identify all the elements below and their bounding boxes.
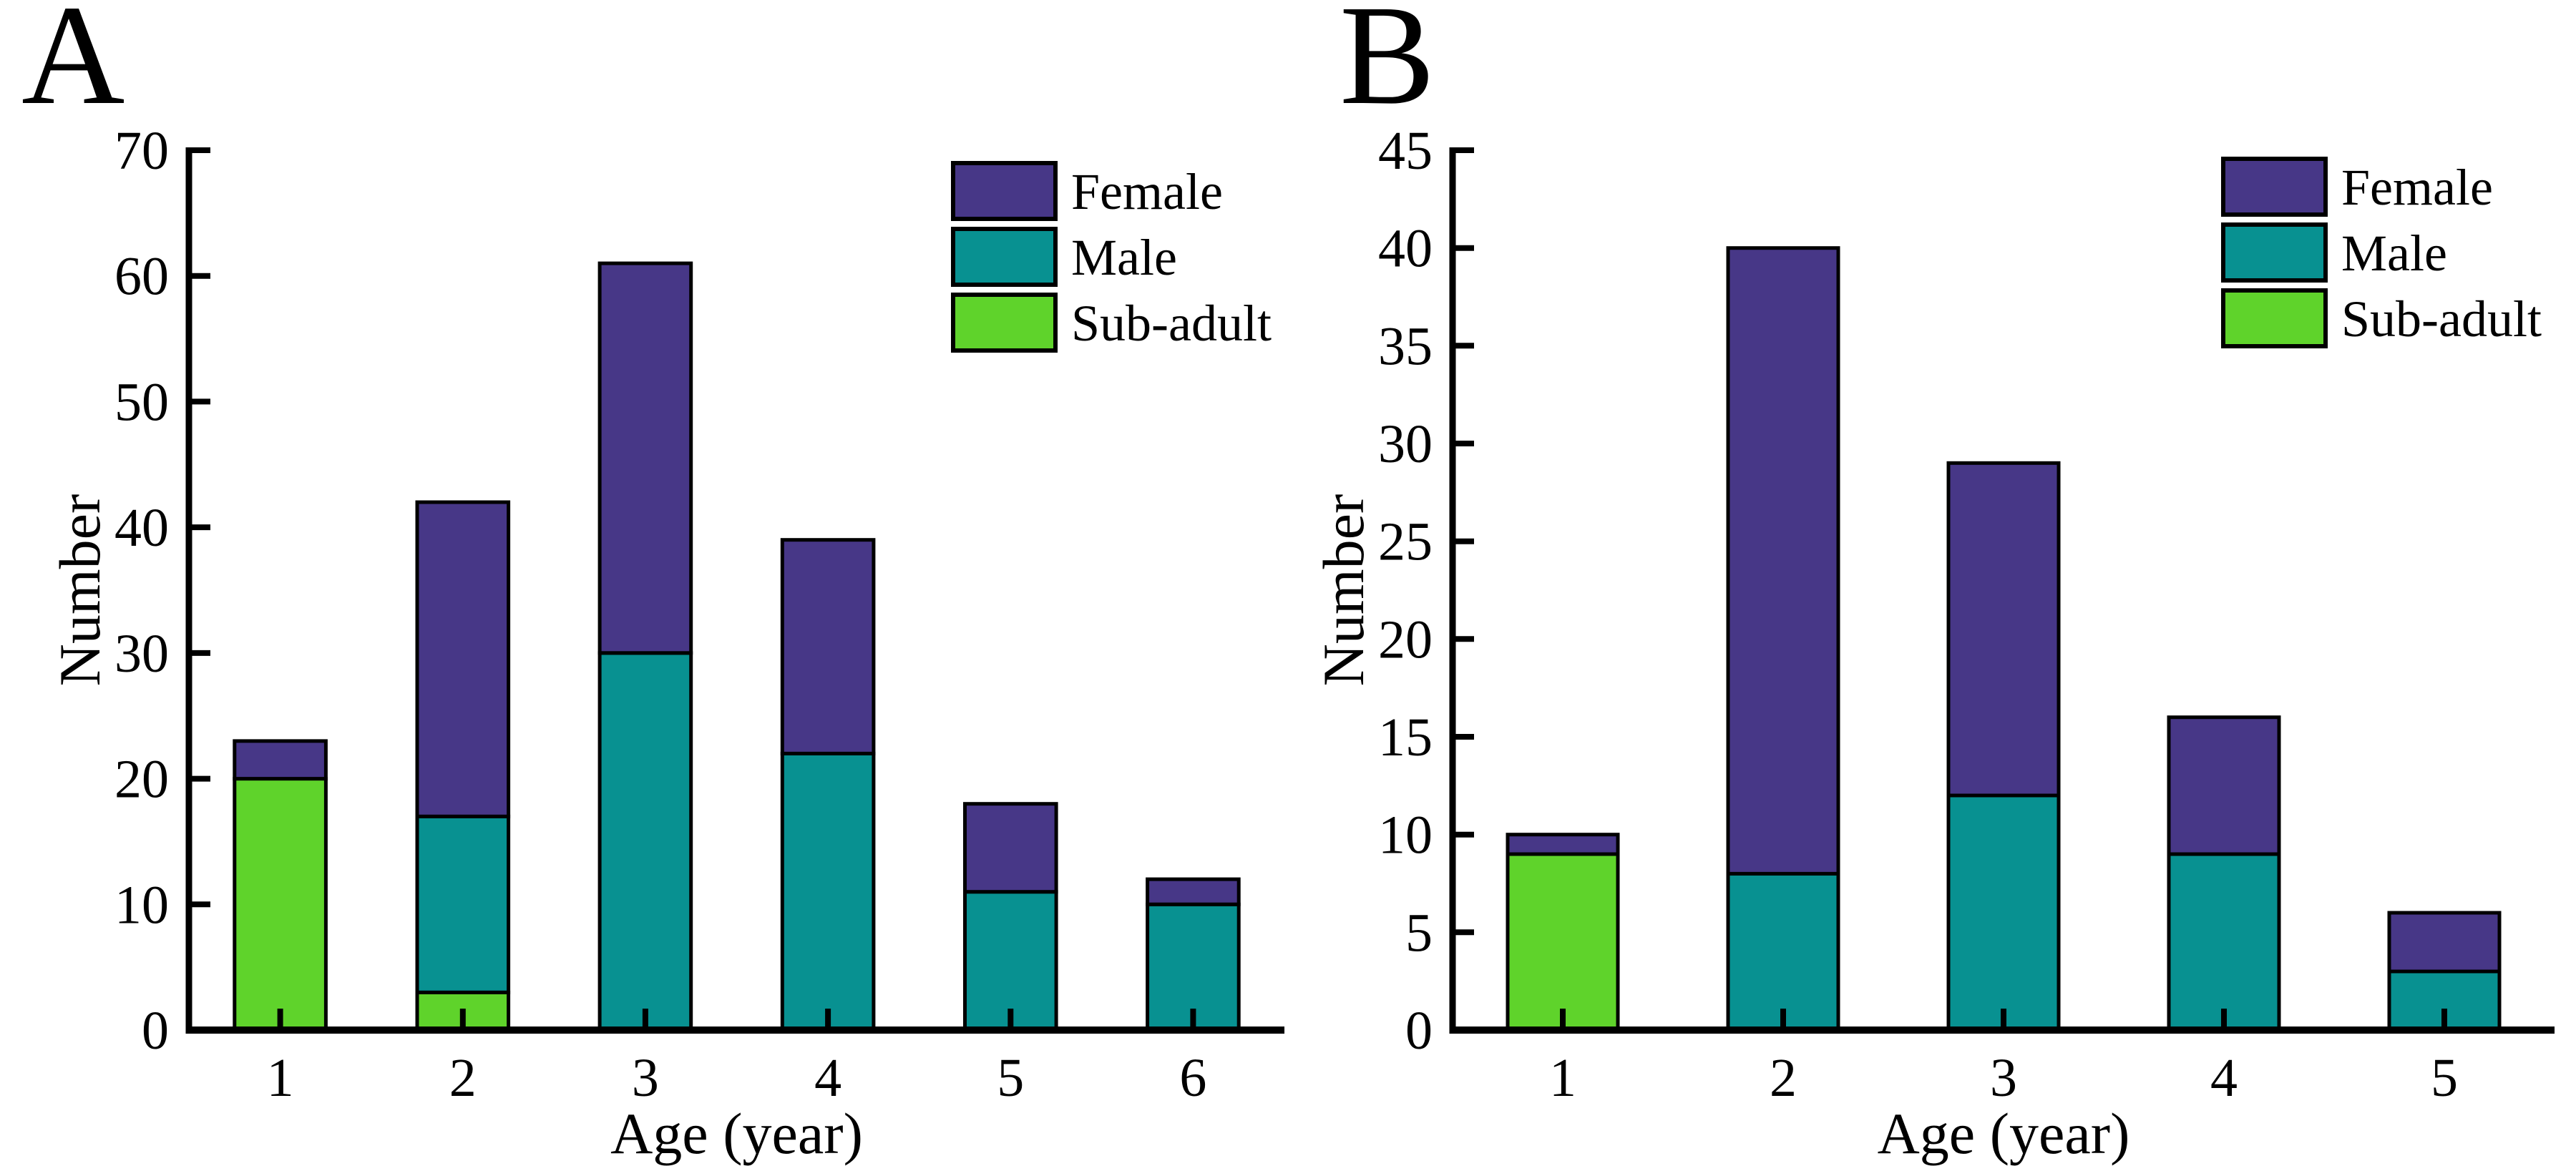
legend-swatch-male xyxy=(951,227,1058,287)
panel-B-label: B xyxy=(1340,0,1435,134)
y-tick-label: 30 xyxy=(1378,414,1433,474)
y-tick-label: 45 xyxy=(1378,121,1433,181)
y-tick-label: 40 xyxy=(1378,219,1433,279)
x-tick-label: 3 xyxy=(632,1048,659,1108)
x-tick-label: 2 xyxy=(1770,1048,1797,1108)
legend-label-male: Male xyxy=(1071,229,1177,286)
y-tick-label: 20 xyxy=(114,750,169,810)
x-tick-label: 6 xyxy=(1179,1048,1206,1108)
bar-age1-sub-adult-segment xyxy=(1506,852,1620,1032)
y-tick-label: 25 xyxy=(1378,512,1433,572)
x-tick-label: 1 xyxy=(1549,1048,1576,1108)
y-tick-label: 10 xyxy=(114,875,169,935)
x-tick-label: 4 xyxy=(2210,1048,2238,1108)
x-axis-title: Age (year) xyxy=(1878,1101,2130,1166)
y-axis-title: Number xyxy=(1311,494,1376,687)
y-tick-label: 60 xyxy=(114,247,169,307)
x-tick-label: 4 xyxy=(814,1048,841,1108)
bar-age3-male-segment xyxy=(1946,793,2061,1032)
y-tick-label: 50 xyxy=(114,372,169,432)
x-tick-label: 2 xyxy=(449,1048,477,1108)
legend-swatch-sub-adult xyxy=(2221,288,2328,348)
bar-age1-sub-adult-segment xyxy=(233,777,328,1032)
bar-age5-female-segment xyxy=(2387,911,2502,974)
panel-A-label: A xyxy=(21,0,125,134)
legend-swatch-male xyxy=(2221,222,2328,283)
bars-group-B xyxy=(1506,246,2502,1032)
y-tick-label: 0 xyxy=(1405,1001,1433,1061)
y-axis-A: 0 10 20 30 40 50 60 70 xyxy=(114,121,210,1061)
y-tick-label: 0 xyxy=(142,1001,169,1061)
bar-age4-female-segment xyxy=(2167,715,2281,856)
y-tick-label: 10 xyxy=(1378,805,1433,866)
panel-B: B 0 5 10 15 20 25 30 35 40 45 1 2 3 4 5 Age (year) Numbe… xyxy=(1288,0,2576,1171)
y-tick-label: 35 xyxy=(1378,316,1433,376)
bar-age3-male-segment xyxy=(597,651,693,1032)
panel-A-chart: 0 10 20 30 40 50 60 70 1 2 3 4 5 6 Age (year) Number Fem… xyxy=(47,121,1284,1166)
y-tick-label: 20 xyxy=(1378,609,1433,670)
bars-group-A xyxy=(233,261,1241,1032)
x-tick-label: 5 xyxy=(2431,1048,2458,1108)
panel-A: A 0 10 20 30 40 50 60 70 1 2 3 4 5 6 Age (year) Number F… xyxy=(21,0,1284,1166)
bar-age1-female-segment xyxy=(233,739,328,781)
y-axis-title: Number xyxy=(47,494,112,687)
bar-age2-female-segment xyxy=(415,500,511,818)
legend-swatch-female xyxy=(951,161,1058,221)
y-tick-label: 40 xyxy=(114,498,169,558)
bar-age6-female-segment xyxy=(1146,877,1241,906)
x-axis-B: 1 2 3 4 5 xyxy=(1449,1009,2555,1108)
bar-age1-female-segment xyxy=(1506,833,1620,856)
y-tick-label: 5 xyxy=(1405,903,1433,963)
x-tick-label: 1 xyxy=(267,1048,294,1108)
x-axis-title: Age (year) xyxy=(610,1101,863,1166)
bar-age3-female-segment xyxy=(597,261,693,655)
bar-age3-female-segment xyxy=(1946,461,2061,798)
y-tick-label: 70 xyxy=(114,121,169,181)
legend-label-male: Male xyxy=(2341,225,2447,282)
bar-age5-female-segment xyxy=(963,802,1058,894)
legend-swatch-sub-adult xyxy=(951,293,1058,353)
bar-age2-female-segment xyxy=(1726,246,1840,876)
bar-age4-female-segment xyxy=(780,538,876,755)
legend-B: Female Male Sub-adult xyxy=(2221,157,2542,348)
bar-age2-male-segment xyxy=(415,814,511,994)
legend-label-female: Female xyxy=(2341,159,2493,216)
legend-label-female: Female xyxy=(1071,163,1223,220)
x-axis-A: 1 2 3 4 5 6 xyxy=(185,1009,1284,1108)
legend-swatch-female xyxy=(2221,157,2328,217)
legend-A: Female Male Sub-adult xyxy=(951,161,1272,353)
y-axis-B: 0 5 10 15 20 25 30 35 40 45 xyxy=(1378,121,1474,1061)
x-tick-label: 3 xyxy=(1990,1048,2017,1108)
bar-age4-male-segment xyxy=(2167,852,2281,1032)
bar-age4-male-segment xyxy=(780,751,876,1032)
y-tick-label: 30 xyxy=(114,624,169,684)
legend-label-sub-adult: Sub-adult xyxy=(1071,295,1272,352)
bar-age2-male-segment xyxy=(1726,871,1840,1032)
y-tick-label: 15 xyxy=(1378,707,1433,768)
x-tick-label: 5 xyxy=(997,1048,1024,1108)
legend-label-sub-adult: Sub-adult xyxy=(2341,290,2542,348)
